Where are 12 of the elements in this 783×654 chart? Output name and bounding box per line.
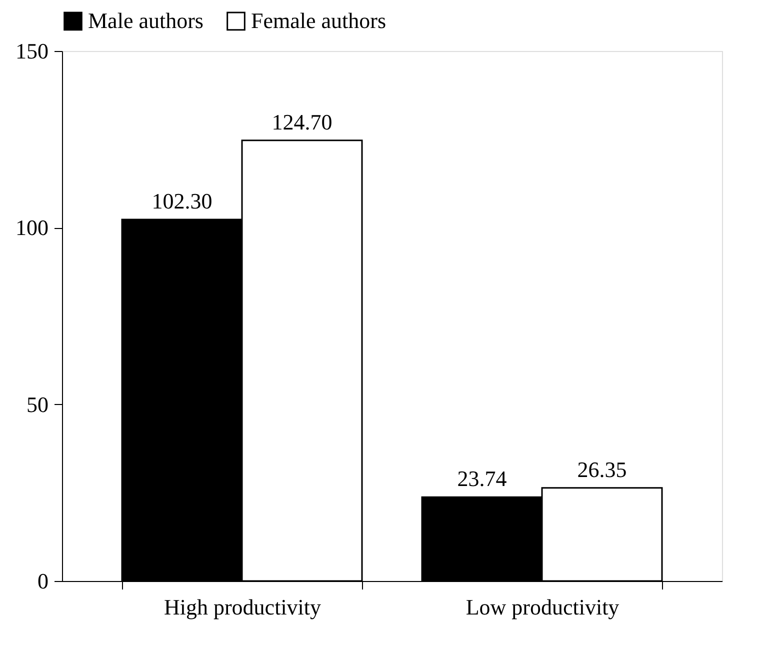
legend-label: Female authors — [251, 8, 386, 34]
data-label: 102.30 — [152, 188, 212, 214]
y-tick-label: 50 — [26, 392, 48, 417]
x-tick-label: High productivity — [164, 594, 322, 620]
data-label: 26.35 — [577, 456, 627, 482]
legend-label: Male authors — [88, 8, 204, 34]
y-tick-label: 0 — [38, 568, 48, 594]
data-label: 124.70 — [272, 109, 332, 134]
y-tick-label: 150 — [16, 38, 48, 64]
data-label: 23.74 — [457, 466, 507, 492]
x-tick-label: Low productivity — [466, 594, 620, 620]
y-tick-label: 100 — [16, 215, 48, 240]
